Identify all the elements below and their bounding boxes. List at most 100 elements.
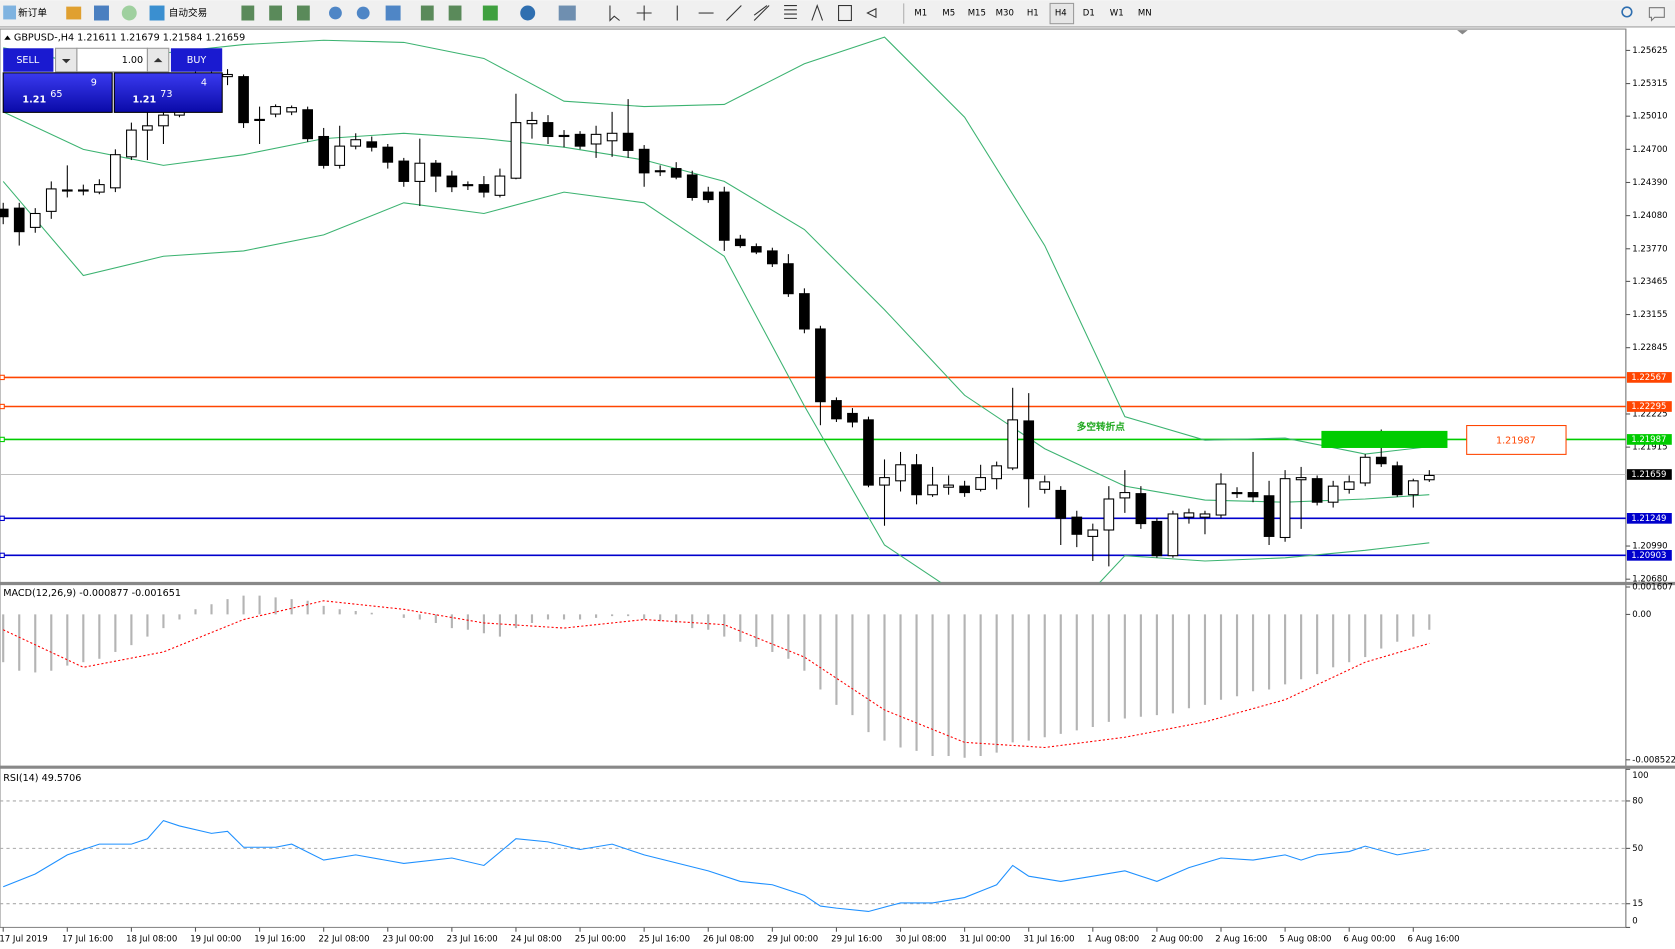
sell-button[interactable]: [3, 48, 54, 72]
timeframe-button[interactable]: MN: [1138, 9, 1152, 19]
tool-icon[interactable]: [448, 5, 462, 21]
candle-body: [847, 412, 858, 423]
x-tick-label: 29 Jul 16:00: [831, 935, 882, 945]
search-icon[interactable]: [1621, 6, 1633, 18]
candle-body: [334, 145, 346, 166]
candle-body: [1423, 474, 1435, 481]
timeframes: M1 M5 M15 M30 H1 H4 D1 W1 MN: [914, 9, 1151, 19]
candle-body: [686, 174, 698, 198]
lot-value[interactable]: 1.00: [122, 55, 143, 66]
candle-body: [494, 175, 506, 196]
last-price-bg: [1626, 469, 1672, 480]
x-tick-label: 31 Jul 16:00: [1023, 935, 1074, 945]
candle-body: [398, 160, 410, 182]
y-tick-label: 0: [1632, 917, 1637, 927]
candle-body: [1135, 493, 1147, 525]
candle-body: [558, 134, 570, 138]
auto-trading-button[interactable]: 自动交易: [169, 7, 207, 19]
timeframe-button[interactable]: M5: [942, 9, 955, 19]
y-tick-label: 15: [1632, 899, 1643, 909]
crosshair-tool[interactable]: [636, 5, 652, 21]
arrow-tool[interactable]: [866, 7, 877, 19]
sell-label[interactable]: SELL: [16, 55, 40, 66]
sell-price-big: 65: [50, 89, 62, 100]
candle-body: [718, 191, 730, 241]
fibo-tool[interactable]: [784, 5, 797, 19]
y-tick-label: 100: [1632, 771, 1648, 781]
buy-price-box[interactable]: [113, 72, 223, 113]
tool-icon[interactable]: [356, 6, 370, 20]
candle-body: [799, 293, 810, 330]
tool-icon[interactable]: [296, 5, 310, 21]
buy-button[interactable]: [170, 48, 223, 72]
candle-body: [510, 122, 522, 179]
candle-body: [158, 114, 169, 127]
buy-label[interactable]: BUY: [187, 55, 207, 66]
candle-body: [1343, 481, 1355, 490]
y-tick-label: 1.20990: [1632, 542, 1667, 552]
candle-body: [1375, 456, 1387, 465]
candle-body: [654, 170, 666, 173]
level-marker: [0, 515, 5, 522]
tool-icon[interactable]: [66, 6, 82, 20]
candle-body: [815, 328, 826, 403]
tool-icon[interactable]: [121, 5, 137, 21]
x-tick-label: 29 Jul 00:00: [767, 935, 818, 945]
tool-icon[interactable]: [420, 5, 434, 21]
sell-price-box[interactable]: [2, 72, 113, 113]
label-tool[interactable]: [838, 5, 852, 22]
candle-body: [1215, 483, 1227, 516]
callout-box: [1321, 430, 1448, 448]
timeframe-button[interactable]: M15: [968, 9, 986, 19]
level-label: 1.22295: [1631, 402, 1666, 412]
candle-body: [350, 139, 362, 147]
candle-body: [61, 189, 73, 192]
x-tick-label: 2 Aug 16:00: [1215, 935, 1267, 945]
y-tick-label: 1.24700: [1632, 145, 1667, 155]
tool-icon[interactable]: [241, 5, 255, 21]
candle-body: [1407, 480, 1419, 496]
candle-body: [462, 184, 474, 187]
candle-body: [29, 212, 41, 228]
candle-body: [446, 175, 458, 188]
chat-icon[interactable]: [1648, 7, 1665, 22]
timeframe-button[interactable]: M30: [996, 9, 1014, 19]
candle-body: [1199, 513, 1211, 518]
up-arrow: [153, 57, 163, 63]
tool-icon[interactable]: [269, 5, 283, 21]
timeframe-button[interactable]: W1: [1110, 9, 1124, 19]
tool-icon[interactable]: [329, 6, 342, 20]
timeframe-button[interactable]: D1: [1083, 9, 1095, 19]
candle-body: [270, 106, 281, 115]
cursor-tool[interactable]: [609, 5, 620, 22]
tool-icon[interactable]: [558, 5, 576, 21]
candle-body: [238, 76, 249, 124]
new-order-button[interactable]: 新订单: [18, 7, 47, 19]
candle-body: [702, 191, 714, 201]
trendline-tool[interactable]: [726, 5, 742, 21]
x-tick-label: 24 Jul 08:00: [511, 935, 562, 945]
y-tick-label: 0.001607: [1632, 583, 1673, 593]
candle-body: [943, 484, 954, 488]
active-timeframe: [1049, 2, 1075, 25]
candle-body: [302, 109, 313, 140]
tool-icon[interactable]: [520, 5, 536, 21]
channel-tool[interactable]: [753, 5, 770, 21]
tool-icon[interactable]: [385, 5, 401, 21]
timeframe-button[interactable]: H1: [1027, 9, 1039, 19]
timeframe-button[interactable]: M1: [914, 9, 927, 19]
chart-area: [0, 28, 1627, 928]
timeframe-button[interactable]: H4: [1055, 9, 1067, 19]
level-label: 1.22567: [1631, 373, 1666, 383]
new-order-icon[interactable]: [3, 5, 17, 20]
text-tool[interactable]: [811, 3, 824, 21]
tool-icon[interactable]: [482, 5, 498, 21]
candle-body: [1151, 520, 1163, 557]
candle-body: [1039, 481, 1051, 490]
tool-icon[interactable]: [94, 5, 109, 21]
sell-price-prefix: 1.21: [22, 95, 46, 106]
level-label-bg: [1626, 513, 1672, 524]
auto-trading-icon[interactable]: [149, 5, 165, 21]
axes: 1.25625 1.25315 1.25010 1.24700 1.24390 1.240…: [0, 46, 1675, 945]
